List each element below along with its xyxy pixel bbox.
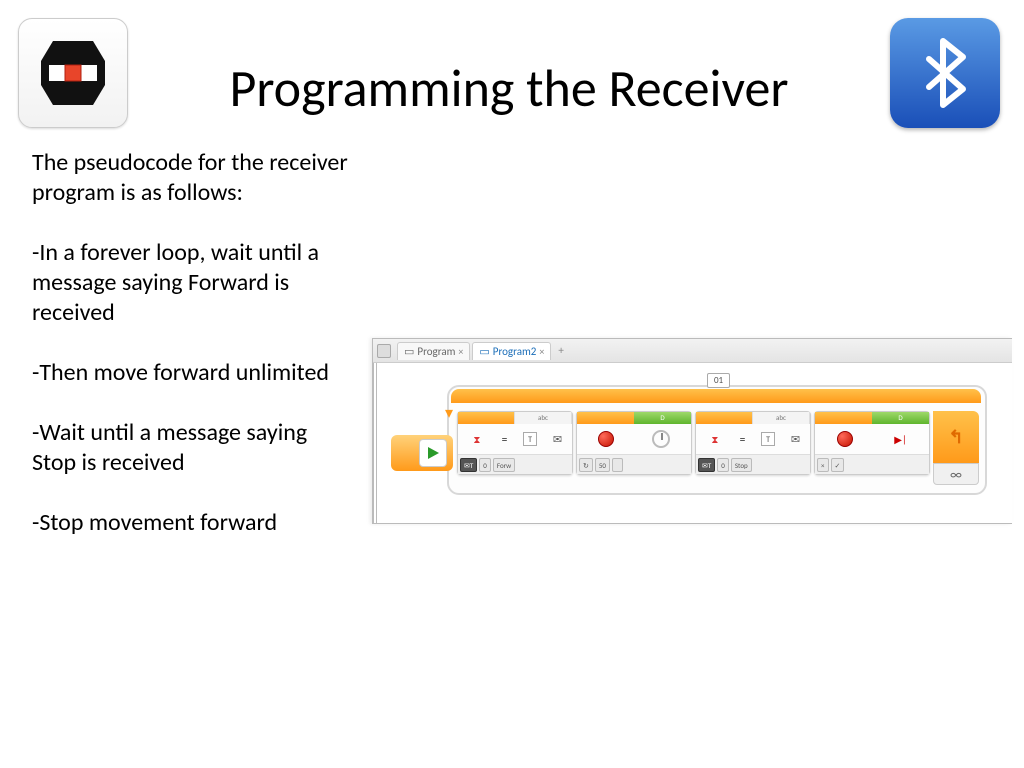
envelope-icon: ✉	[791, 433, 800, 446]
page-icon: ▭	[479, 345, 489, 358]
tab-bar: ▭ Program × ▭ Program2 × +	[373, 339, 1012, 363]
loop-end-block[interactable]: ↰ ∞	[933, 411, 979, 485]
loop-arrow-icon: ↰	[948, 426, 963, 448]
tab-label: Program2	[493, 345, 537, 358]
tab-program2[interactable]: ▭ Program2 ×	[472, 342, 551, 360]
infinity-icon: ∞	[950, 466, 962, 483]
refresh-icon[interactable]: ↻	[579, 458, 593, 472]
bullet-2: -Then move forward unlimited	[32, 358, 352, 388]
text-type-icon: T	[523, 432, 537, 446]
intro-text: The pseudocode for the receiver program …	[32, 148, 352, 208]
app-logo-icon	[18, 18, 128, 128]
motor-icon	[837, 431, 853, 447]
program-editor-window: ▭ Program × ▭ Program2 × + 01 ▾	[372, 338, 1012, 524]
equals-icon: =	[740, 433, 745, 446]
text-type-icon: T	[761, 432, 775, 446]
loop-counter: 01	[707, 373, 730, 388]
bullet-3: -Wait until a message saying Stop is rec…	[32, 418, 352, 478]
tab-program[interactable]: ▭ Program ×	[397, 342, 470, 360]
pseudocode-text: The pseudocode for the receiver program …	[32, 148, 352, 568]
tab-label: Program	[417, 345, 455, 358]
close-icon[interactable]: ×	[458, 345, 463, 358]
param-value[interactable]: 0	[479, 458, 491, 472]
param-power[interactable]: 50	[595, 458, 610, 472]
page-icon: ▭	[404, 345, 414, 358]
slide-title: Programming the Receiver	[148, 26, 870, 120]
bluetooth-icon	[890, 18, 1000, 128]
param-value[interactable]: 0	[717, 458, 729, 472]
param-message[interactable]: Forw	[493, 458, 515, 472]
program-canvas[interactable]: 01 ▾ abc ⧗	[373, 363, 1012, 523]
stop-motor-block[interactable]: D ▶| × ✓	[814, 411, 930, 475]
motor-icon	[598, 431, 614, 447]
block-port-label: D	[634, 412, 691, 424]
stop-indicator-icon: ▶|	[894, 433, 906, 446]
start-block[interactable]	[391, 435, 453, 471]
check-icon[interactable]: ✓	[831, 458, 845, 472]
block-type-label: abc	[514, 412, 572, 424]
envelope-icon: ✉	[553, 433, 562, 446]
hourglass-icon: ⧗	[468, 430, 486, 448]
equals-icon: =	[502, 433, 507, 446]
param-message[interactable]: Stop	[731, 458, 752, 472]
wrench-icon[interactable]	[377, 344, 391, 358]
wait-message-block[interactable]: abc ⧗ = T ✉ ✉T 0 Forw	[457, 411, 573, 475]
new-tab-button[interactable]: +	[553, 342, 568, 359]
param-mailbox[interactable]: ✉T	[698, 458, 715, 472]
wait-message-block[interactable]: abc ⧗ = T ✉ ✉T 0 Stop	[695, 411, 811, 475]
bullet-4: -Stop movement forward	[32, 508, 352, 538]
play-icon[interactable]	[419, 439, 447, 467]
param-mailbox[interactable]: ✉T	[460, 458, 477, 472]
block-port-label: D	[872, 412, 929, 424]
move-motor-block[interactable]: D ↻ 50	[576, 411, 692, 475]
close-icon[interactable]: ×	[539, 345, 544, 358]
brake-x-icon[interactable]: ×	[817, 458, 829, 472]
power-dial-icon	[652, 430, 670, 448]
param-opt[interactable]	[612, 458, 623, 472]
chevron-down-icon: ▾	[445, 403, 453, 423]
block-type-label: abc	[752, 412, 810, 424]
loop-header-bar	[451, 389, 981, 403]
bullet-1: -In a forever loop, wait until a message…	[32, 238, 352, 328]
hourglass-icon: ⧗	[706, 430, 724, 448]
